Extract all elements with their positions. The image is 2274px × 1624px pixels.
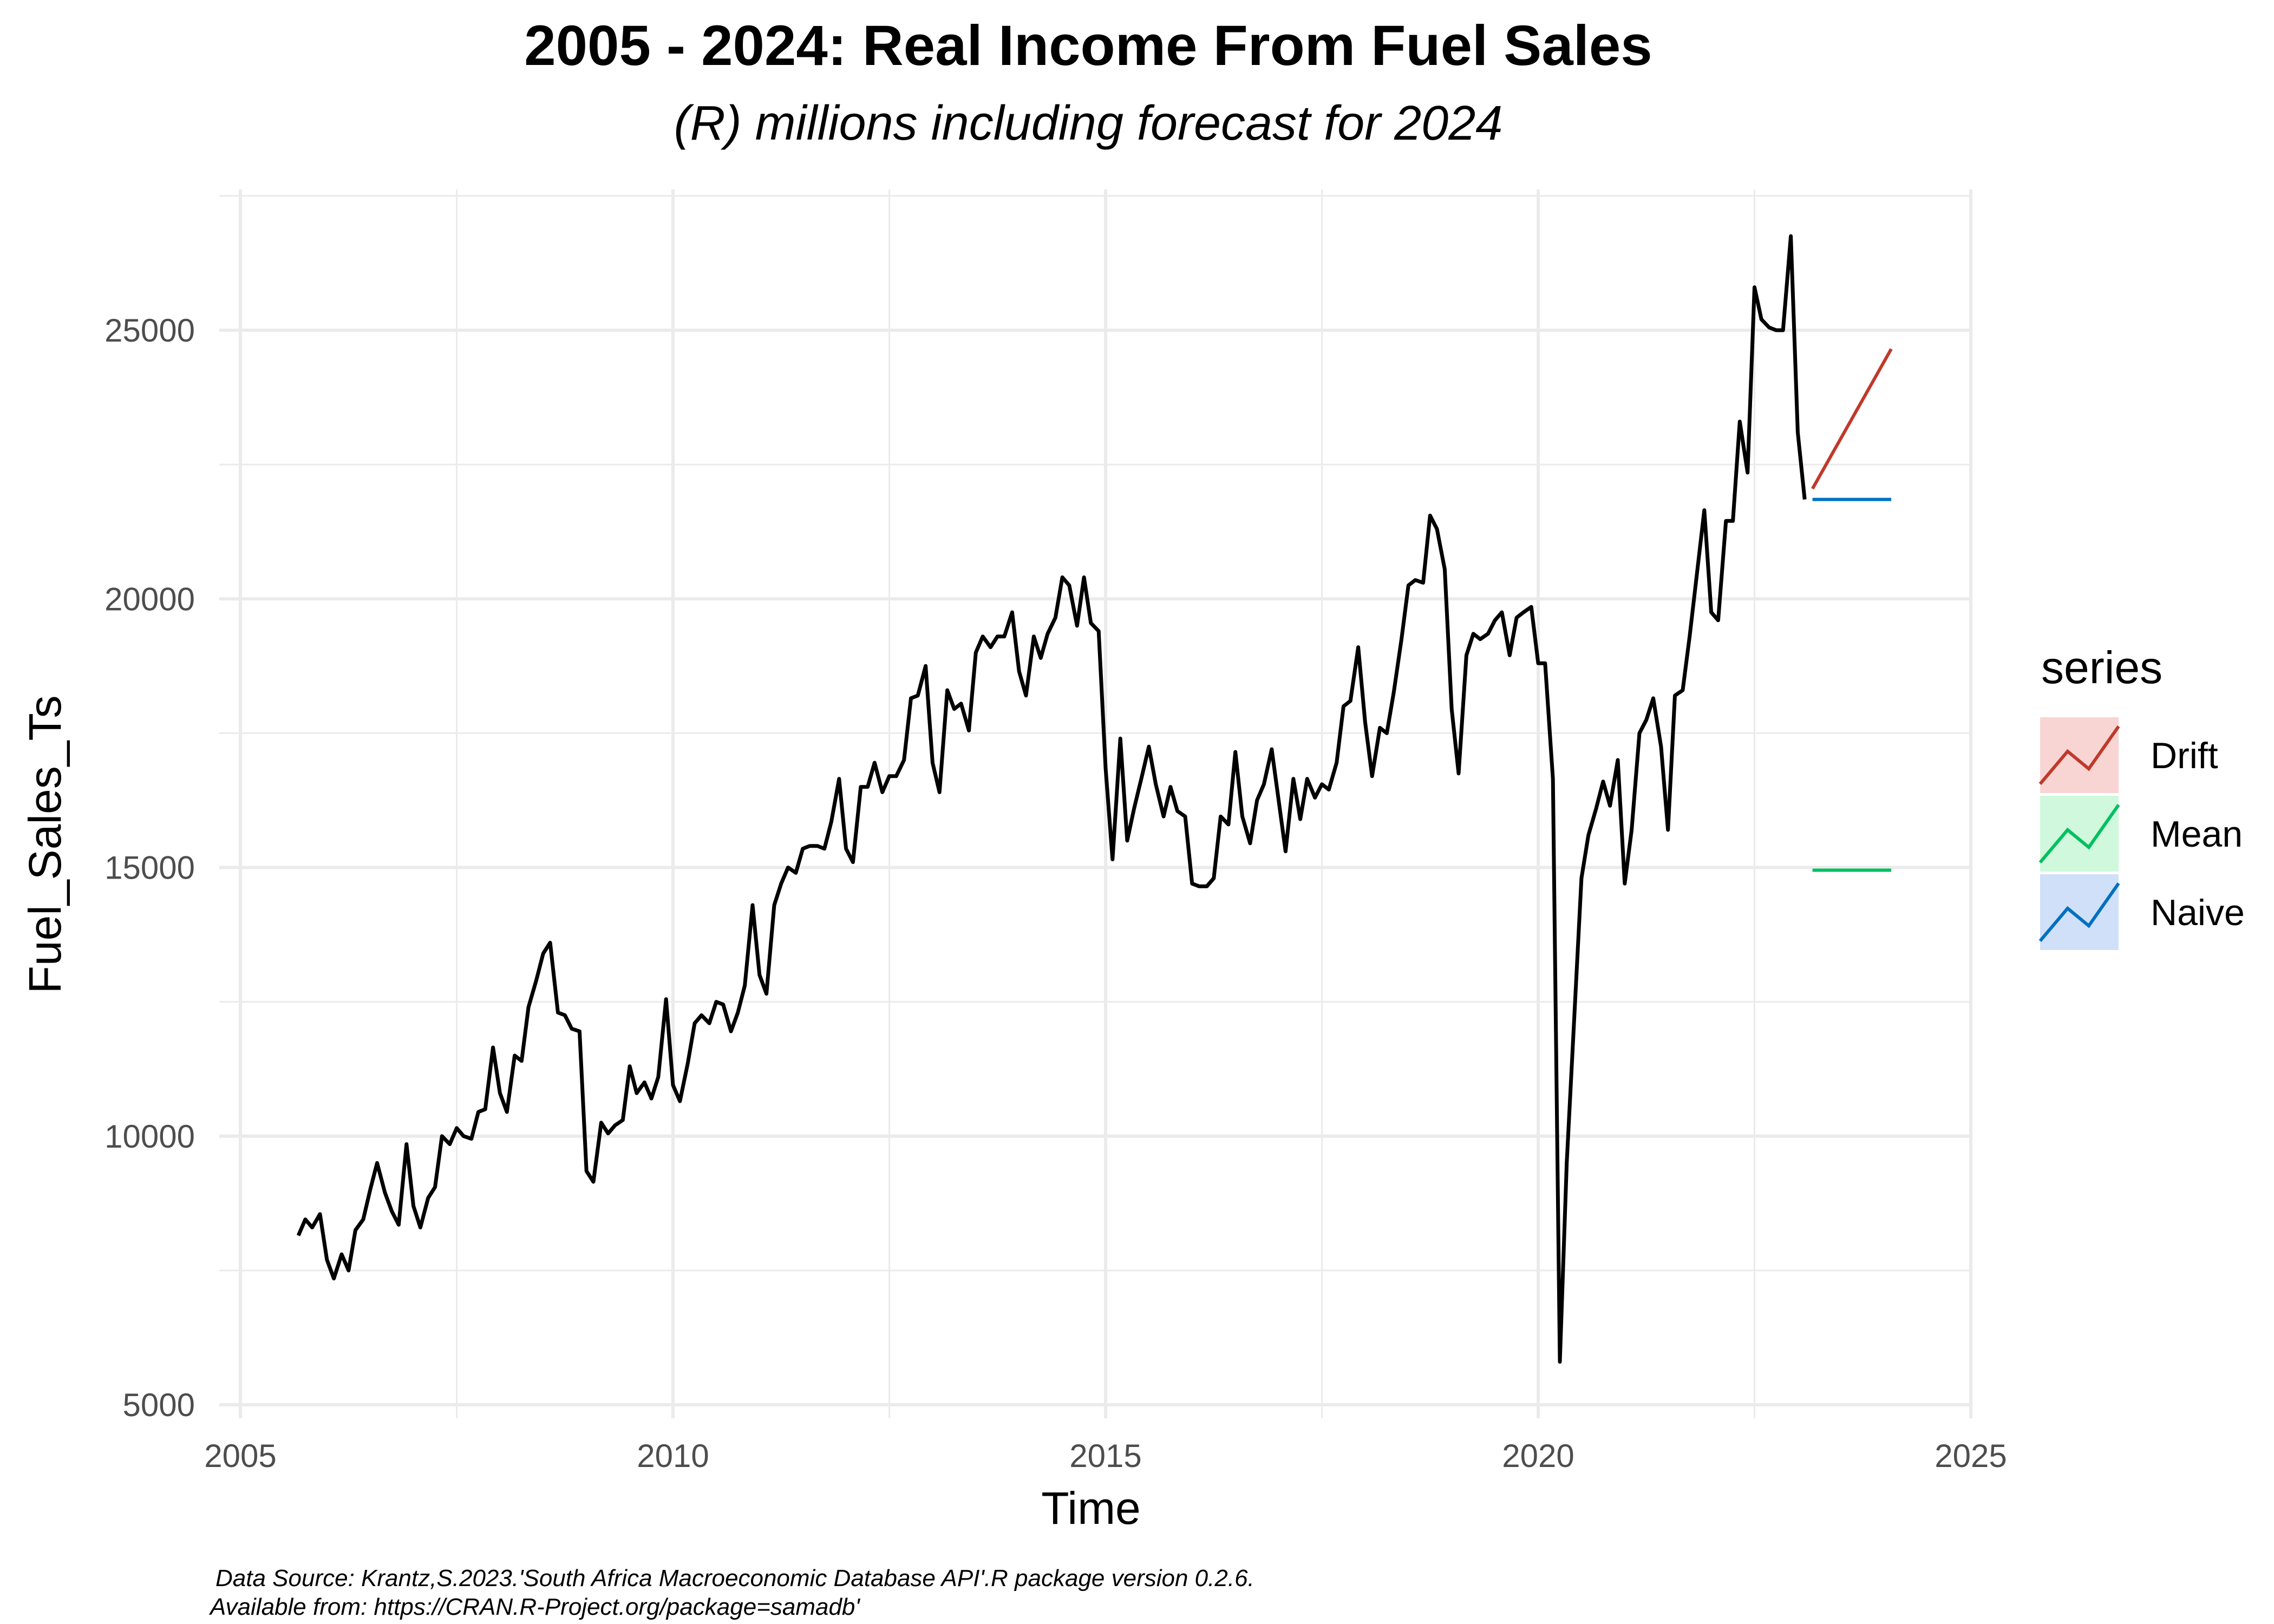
legend-key-line [2038, 882, 2120, 942]
y-tick-label: 10000 [104, 1118, 195, 1155]
x-tick-label: 2005 [204, 1438, 276, 1474]
chart-title: 2005 - 2024: Real Income From Fuel Sales [524, 14, 1652, 77]
legend-label: Naive [2151, 892, 2245, 933]
y-axis-ticks: 5000 10000 15000 20000 25000 [104, 312, 195, 1423]
x-tick-label: 2025 [1935, 1438, 2007, 1474]
legend-key-box [2040, 717, 2119, 793]
y-tick-label: 15000 [104, 850, 195, 886]
x-tick-label: 2015 [1069, 1438, 1141, 1474]
caption-line-1: Data Source: Krantz,S.2023.'South Africa… [215, 1565, 1254, 1592]
chart-subtitle: (R) millions including forecast for 2024 [674, 96, 1503, 150]
forecast-line-drift [1811, 348, 1893, 490]
legend-key-box [2040, 874, 2119, 950]
legend-item-naive: Naive [2038, 874, 2245, 950]
legend-key-line [2038, 804, 2120, 864]
y-tick-label: 25000 [104, 312, 195, 349]
series-lines [296, 234, 1893, 1364]
x-axis-ticks: 2005 2010 2015 2020 2025 [204, 1438, 2007, 1474]
legend-label: Mean [2151, 814, 2243, 855]
legend-label: Drift [2151, 735, 2218, 776]
x-tick-label: 2010 [637, 1438, 709, 1474]
caption-line-2: Available from: https://CRAN.R-Project.o… [208, 1594, 860, 1620]
legend: series Drift Mean Naive [2038, 642, 2245, 950]
y-tick-label: 20000 [104, 581, 195, 617]
y-axis-title: Fuel_Sales_Ts [19, 696, 70, 994]
legend-item-mean: Mean [2038, 796, 2243, 872]
legend-title: series [2041, 642, 2162, 693]
legend-item-drift: Drift [2038, 717, 2218, 793]
y-tick-label: 5000 [123, 1387, 195, 1423]
x-tick-label: 2020 [1502, 1438, 1574, 1474]
legend-key-line [2038, 725, 2120, 785]
legend-key-box [2040, 796, 2119, 872]
x-axis-title: Time [1041, 1483, 1141, 1534]
grid-lines [219, 189, 1972, 1418]
fuel-sales-line [296, 234, 1807, 1364]
